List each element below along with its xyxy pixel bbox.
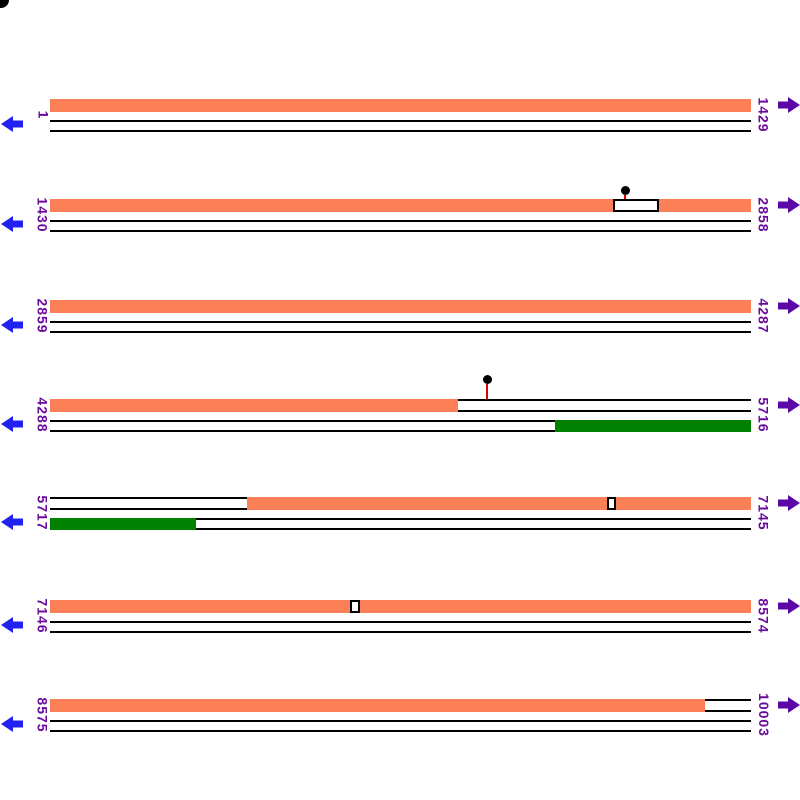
right-arrow-icon [778,397,800,413]
forward-track-outline [705,699,751,712]
row-end-coordinate: 8574 [756,598,772,634]
row-start-coordinate: 4288 [35,397,51,433]
row-end-coordinate: 4287 [756,298,772,334]
right-arrow-icon [778,97,800,113]
right-arrow-icon [778,197,800,213]
row-start-coordinate: 1 [34,110,51,120]
forward-feature-bar [50,199,613,212]
reverse-track-line [50,420,751,422]
reverse-track-line [50,528,751,530]
forward-track-outline [50,497,247,510]
forward-feature-bar [50,399,458,412]
left-arrow-icon [1,416,23,432]
reverse-track-line [50,331,751,333]
pin-marker-icon [482,375,492,384]
forward-feature-bar [659,199,751,212]
corner-glyph-artifact [0,0,9,8]
reverse-feature-bar [555,420,751,432]
left-arrow-icon [1,716,23,732]
row-start-coordinate: 8575 [35,697,51,733]
reverse-track-line [50,220,751,222]
pin-stem [624,195,626,199]
right-arrow-icon [778,298,800,314]
reverse-track-line [50,621,751,623]
pin-stem [486,384,488,399]
row-end-coordinate: 7145 [756,495,772,531]
forward-feature-bar [247,497,751,510]
reverse-track-line [50,120,751,122]
gap-notch-box [613,199,659,212]
gap-notch-box [350,600,360,613]
reverse-track-line [50,430,751,432]
reverse-track-line [50,518,751,520]
row-end-coordinate: 1429 [756,97,772,133]
left-arrow-icon [1,116,23,132]
row-end-coordinate: 5716 [756,397,772,433]
forward-feature-bar [50,600,751,613]
forward-feature-bar [50,99,751,112]
row-end-coordinate: 10003 [756,693,772,737]
reverse-track-line [50,631,751,633]
reverse-track-line [50,321,751,323]
left-arrow-icon [1,216,23,232]
reverse-track-line [50,230,751,232]
row-start-coordinate: 2859 [35,298,51,334]
gap-notch-box [607,497,616,510]
left-arrow-icon [1,317,23,333]
right-arrow-icon [778,495,800,511]
right-arrow-icon [778,598,800,614]
forward-feature-bar [50,300,751,313]
left-arrow-icon [1,514,23,530]
row-start-coordinate: 1430 [35,197,51,233]
reverse-track-line [50,730,751,732]
row-end-coordinate: 2858 [756,197,772,233]
row-start-coordinate: 5717 [35,495,51,531]
forward-track-outline [458,399,751,412]
right-arrow-icon [778,697,800,713]
pin-marker-icon [620,186,630,195]
forward-feature-bar [50,699,705,712]
row-start-coordinate: 7146 [35,598,51,634]
reverse-track-line [50,720,751,722]
reverse-track-line [50,130,751,132]
left-arrow-icon [1,617,23,633]
reverse-feature-bar [50,518,196,530]
